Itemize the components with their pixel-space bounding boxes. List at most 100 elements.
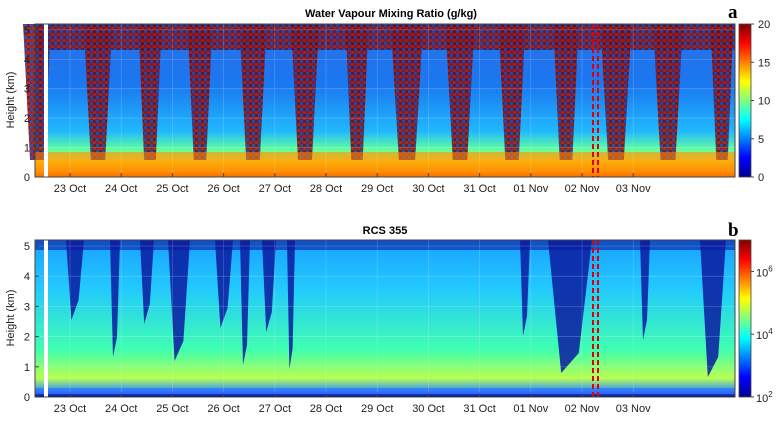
plot-frame <box>34 23 736 178</box>
x-tick-label: 31 Oct <box>463 403 495 415</box>
daytime-band <box>138 24 162 160</box>
x-tick-label: 30 Oct <box>412 403 444 415</box>
panel-b: RCS 355 b 0 1 2 3 4 5 Height (km) 23 Oct 24 Oc… <box>5 220 773 415</box>
y-tick-label: 4 <box>24 54 30 66</box>
x-tick-label: 25 Oct <box>156 403 188 415</box>
panel-a-title: Water Vapour Mixing Ratio (g/kg) <box>305 8 477 20</box>
x-tick-label: 23 Oct <box>54 403 86 415</box>
panel-b-letter: b <box>728 220 739 241</box>
plot-frame <box>34 239 736 398</box>
y-tick-label: 2 <box>24 113 30 125</box>
upper-noise-band <box>35 24 735 50</box>
dark-column <box>215 240 233 328</box>
x-tick-label: 27 Oct <box>259 403 291 415</box>
dark-column <box>640 240 650 340</box>
dark-column <box>110 240 120 357</box>
colorbar-tick-label: 20 <box>758 19 770 31</box>
daytime-band <box>653 24 683 160</box>
dark-column <box>168 240 190 361</box>
x-tick-label: 27 Oct <box>259 183 291 195</box>
colorbar-gradient <box>738 239 752 398</box>
x-axis-ticks: 23 Oct 24 Oct 25 Oct 26 Oct 27 Oct 28 Oct 29 O… <box>54 173 651 195</box>
panel-a-plot-area <box>23 23 736 178</box>
y-tick-label: 0 <box>24 172 30 184</box>
panel-a: Water Vapour Mixing Ratio (g/kg) a 0 1 2 3 4… <box>5 2 770 195</box>
dark-column <box>140 240 154 324</box>
x-tick-label: 28 Oct <box>310 403 342 415</box>
colorbar: 102 104 106 <box>738 239 773 405</box>
colorbar-tick-label: 104 <box>756 327 773 342</box>
missing-data-strip <box>44 24 48 177</box>
y-tick-label: 4 <box>24 271 30 283</box>
dark-column <box>520 240 530 336</box>
panel-b-title: RCS 355 <box>363 225 408 237</box>
colorbar-tick-label: 10 <box>758 96 770 108</box>
near-surface-layer <box>35 388 735 394</box>
colorbar-ticks: 0 5 10 15 20 <box>751 19 770 184</box>
daytime-band <box>83 24 113 160</box>
panel-a-letter: a <box>728 2 738 23</box>
x-tick-label: 26 Oct <box>207 403 239 415</box>
x-tick-label: 30 Oct <box>412 183 444 195</box>
x-axis-ticks: 23 Oct 24 Oct 25 Oct 26 Oct 27 Oct 28 Oct 29 O… <box>54 393 651 415</box>
colorbar-tick-label: 15 <box>758 57 770 69</box>
x-tick-label: 29 Oct <box>361 403 393 415</box>
y-tick-label: 5 <box>24 241 30 253</box>
y-tick-label: 3 <box>24 84 30 96</box>
dark-column <box>262 240 276 332</box>
daytime-band <box>600 24 632 160</box>
dark-column <box>700 240 726 377</box>
grid <box>35 24 735 177</box>
x-tick-label: 26 Oct <box>207 183 239 195</box>
dark-column <box>240 240 250 365</box>
y-tick-label: 0 <box>24 392 30 404</box>
y-axis-label: Height (km) <box>5 290 17 347</box>
x-tick-label: 01 Nov <box>513 183 548 195</box>
grid <box>35 240 735 397</box>
x-tick-label: 29 Oct <box>361 183 393 195</box>
y-tick-label: 5 <box>24 25 30 37</box>
daytime-band <box>345 24 369 160</box>
x-tick-label: 31 Oct <box>463 183 495 195</box>
y-tick-label: 1 <box>24 362 30 374</box>
x-tick-label: 23 Oct <box>54 183 86 195</box>
cloud-columns <box>35 240 735 377</box>
red-dashed-marker <box>592 240 599 397</box>
x-tick-label: 01 Nov <box>513 403 548 415</box>
colorbar-ticks: 102 104 106 <box>751 264 773 405</box>
colorbar-tick-label: 5 <box>758 134 764 146</box>
x-tick-label: 02 Nov <box>565 403 600 415</box>
panel-b-plot-area <box>34 239 736 398</box>
x-tick-label: 28 Oct <box>310 183 342 195</box>
x-tick-label: 03 Nov <box>616 403 651 415</box>
x-tick-label: 24 Oct <box>105 403 137 415</box>
dark-column <box>287 240 295 369</box>
missing-data-strip <box>44 240 48 397</box>
x-tick-label: 24 Oct <box>105 183 137 195</box>
daytime-band <box>239 24 267 160</box>
y-axis-label: Height (km) <box>5 72 17 129</box>
daytime-band <box>290 24 320 160</box>
red-dashed-marker <box>592 24 599 177</box>
x-tick-label: 02 Nov <box>565 183 600 195</box>
y-axis-ticks: 0 1 2 3 4 5 <box>24 25 39 184</box>
top-dark-band <box>35 240 735 250</box>
colorbar-tick-label: 106 <box>756 264 773 279</box>
dark-column <box>66 240 84 320</box>
y-tick-label: 2 <box>24 332 30 344</box>
dark-column <box>548 240 592 373</box>
x-tick-label: 25 Oct <box>156 183 188 195</box>
boundary-layer <box>35 152 735 170</box>
colorbar: 0 5 10 15 20 <box>738 19 770 184</box>
daytime-band <box>390 24 424 160</box>
daytime-band <box>445 24 475 160</box>
daytime-band <box>187 24 213 160</box>
colorbar-gradient <box>738 23 752 178</box>
colorbar-tick-label: 0 <box>758 172 764 184</box>
x-tick-label: 03 Nov <box>616 183 651 195</box>
colorbar-tick-label: 102 <box>756 390 773 405</box>
daytime-band <box>498 24 526 160</box>
plot-background <box>35 240 735 397</box>
daytime-no-data-bands <box>23 24 735 160</box>
